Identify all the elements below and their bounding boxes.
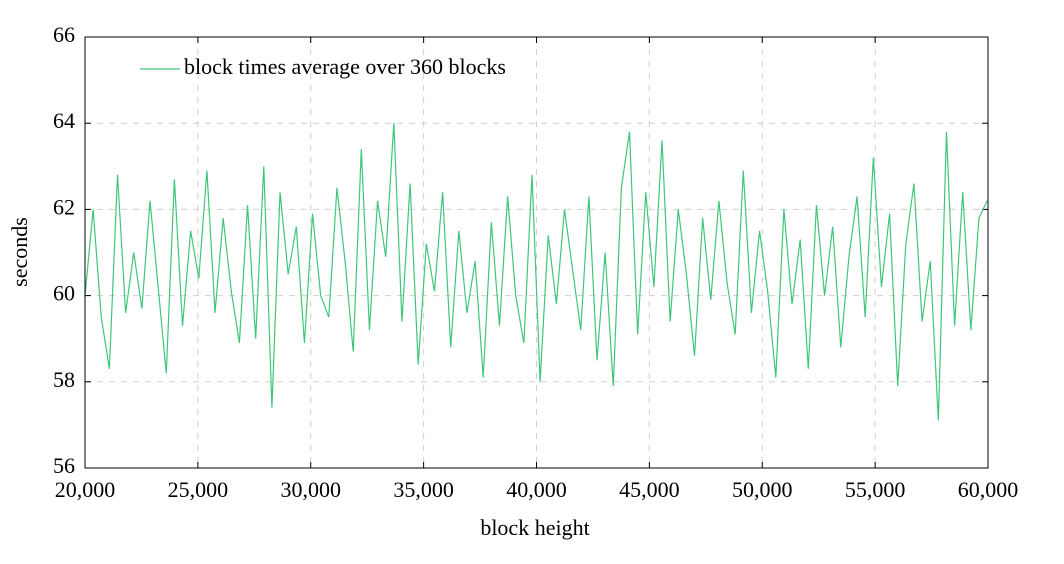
x-axis-label: block height [480, 515, 589, 540]
x-tick-label: 50,000 [732, 477, 793, 502]
x-tick-label: 25,000 [168, 477, 229, 502]
x-tick-label: 35,000 [393, 477, 454, 502]
x-tick-label: 40,000 [506, 477, 567, 502]
x-tick-label: 20,000 [55, 477, 116, 502]
y-tick-label: 62 [53, 194, 75, 219]
y-tick-label: 60 [53, 281, 75, 306]
x-tick-label: 55,000 [845, 477, 906, 502]
y-tick-label: 58 [53, 367, 75, 392]
legend-label: block times average over 360 blocks [184, 54, 506, 79]
data-line [84, 123, 988, 421]
plot-frame [84, 36, 989, 469]
y-tick-label: 66 [53, 22, 75, 47]
x-tick-label: 60,000 [958, 477, 1019, 502]
x-tick-label: 45,000 [619, 477, 680, 502]
y-axis-label: seconds [7, 217, 32, 287]
y-tick-label: 64 [53, 108, 75, 133]
y-tick-label: 56 [53, 453, 75, 478]
x-tick-label: 30,000 [281, 477, 342, 502]
